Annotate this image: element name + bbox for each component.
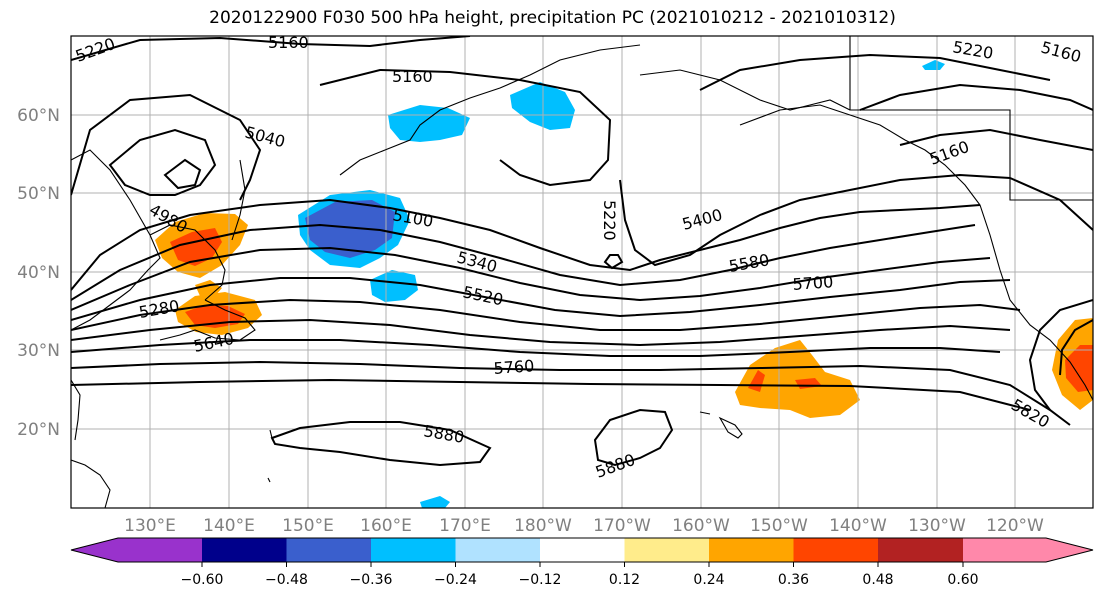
colorbar-segment [286, 538, 371, 562]
lon-tick-label: 160°W [672, 516, 730, 536]
lon-tick-label: 170°E [439, 516, 491, 536]
lat-tick-label: 50°N [17, 184, 60, 204]
contour-label: 5220 [951, 37, 994, 63]
contour-label: 5880 [593, 450, 638, 482]
colorbar-tick-label: −0.36 [350, 572, 393, 588]
lon-tick-label: 140°E [203, 516, 255, 536]
lon-tick-label: 170°W [593, 516, 651, 536]
lon-tick-label: 180°W [514, 516, 572, 536]
colorbar: −0.60 −0.48 −0.36 −0.24 −0.12 0.12 0.24 … [70, 537, 1094, 588]
contour-label: 5700 [792, 272, 834, 294]
lon-tick-label: 140°W [829, 516, 887, 536]
colorbar-segment [371, 538, 456, 562]
lat-tick-label: 20°N [17, 420, 60, 440]
colorbar-segment [709, 538, 794, 562]
map-frame [70, 35, 1094, 509]
colorbar-tick-label: 0.48 [862, 572, 893, 588]
colorbar-segment [624, 538, 709, 562]
colorbar-segment [202, 538, 287, 562]
lon-tick-label: 150°W [750, 516, 808, 536]
lat-tick-label: 40°N [17, 263, 60, 283]
lon-tick-label: 150°E [282, 516, 334, 536]
contour-label: 5160 [1039, 38, 1083, 67]
colorbar-segment [455, 538, 540, 562]
colorbar-tick-label: −0.60 [181, 572, 224, 588]
colorbar-tick-label: −0.12 [519, 572, 562, 588]
colorbar-segment [793, 538, 878, 562]
graticule [71, 36, 1093, 508]
contour-label: 5040 [243, 123, 287, 152]
lat-axis: 60°N 50°N 40°N 30°N 20°N [17, 106, 60, 440]
lon-tick-label: 130°W [908, 516, 966, 536]
contour-label: 5880 [422, 421, 465, 447]
map-panel: 5220 5160 5160 5220 5160 5040 4980 5100 … [71, 33, 1093, 508]
colorbar-segment [71, 538, 202, 562]
lat-tick-label: 60°N [17, 106, 60, 126]
colorbar-outline [70, 537, 1094, 563]
contour-label: 5760 [493, 356, 535, 378]
height-contours [71, 36, 1093, 467]
colorbar-segment [963, 538, 1093, 562]
precip-shading [155, 60, 1093, 508]
contour-label: 5400 [680, 205, 724, 234]
colorbar-tick-label: 0.60 [947, 572, 978, 588]
colorbar-tick-label: 0.24 [693, 572, 724, 588]
colorbar-tick-label: 0.12 [609, 572, 640, 588]
contour-label: 5160 [392, 67, 433, 86]
lon-tick-label: 160°E [360, 516, 412, 536]
lon-tick-label: 120°W [986, 516, 1044, 536]
colorbar-tick-label: −0.24 [434, 572, 477, 588]
colorbar-tick-label: 0.36 [778, 572, 809, 588]
colorbar-segment [878, 538, 963, 562]
contour-label: 5220 [73, 34, 118, 66]
lon-tick-label: 130°E [124, 516, 176, 536]
lon-axis: 130°E 140°E 150°E 160°E 170°E 180°W 170°… [124, 516, 1044, 536]
map-title: 2020122900 F030 500 hPa height, precipit… [209, 8, 896, 28]
contour-label: 5160 [268, 33, 309, 52]
lat-tick-label: 30°N [17, 341, 60, 361]
colorbar-segment [540, 538, 625, 562]
contour-label: 5520 [461, 282, 505, 309]
colorbar-tick-label: −0.48 [265, 572, 308, 588]
contour-label: 5220 [600, 200, 619, 241]
colorbar-tickmarks [201, 562, 964, 567]
contour-label: 5160 [927, 137, 972, 169]
